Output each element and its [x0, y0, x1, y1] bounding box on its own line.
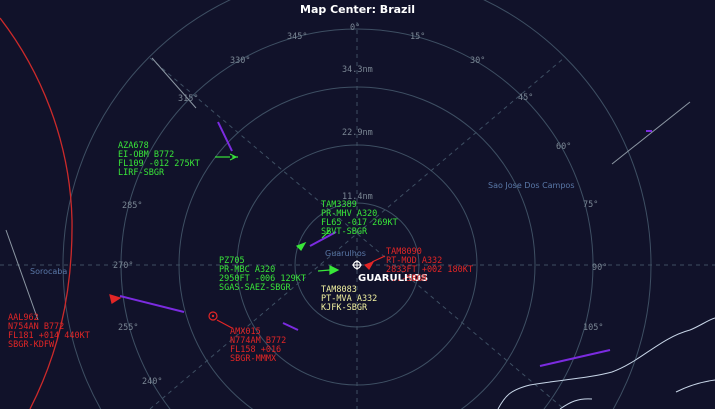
crosshair-diagonal-2 [149, 57, 565, 409]
city-label-sorocaba: Sorocaba [30, 267, 67, 276]
coastline-islands [559, 379, 715, 409]
bearing-label-75: 75° [583, 200, 598, 210]
crosshair-lines [0, 22, 715, 409]
tag-line: 2950FT -006 129KT [219, 274, 306, 284]
tag-line: SBGR-MMMX [230, 354, 277, 364]
tag-tam8083[interactable]: TAM8083 PT-MVA A332 KJFK-SBGR [321, 285, 382, 313]
tag-line: N774AM B772 [230, 336, 286, 346]
bearing-label-285: 285° [122, 201, 142, 211]
leader-line [321, 229, 331, 239]
aircraft-icon [363, 260, 375, 270]
tag-line: 2833FT +002 180KT [386, 265, 473, 275]
sector-markers [5, 57, 691, 321]
tag-line: PT-MOD A332 [386, 256, 442, 266]
tag-line: TAM3389 [321, 200, 357, 210]
aircraft-icon [109, 294, 122, 304]
crosshair-diagonal-1 [149, 57, 565, 409]
tag-line: EI-OBM B772 [118, 150, 174, 160]
tag-line: SGAS-SAEZ-SBGR [219, 283, 292, 293]
aircraft-icon [229, 153, 238, 161]
route-line-sw [119, 295, 185, 313]
tag-line: TAM8083 [321, 285, 357, 295]
aircraft-icon [295, 241, 307, 251]
bearing-label-15: 15° [410, 32, 425, 42]
state-boundary [0, 17, 73, 409]
tag-tam3389[interactable]: TAM3389 PR-MHV A320 FL65 -017 269KT SBVT… [321, 200, 403, 237]
leader-line [317, 269, 331, 272]
tag-line: AMX015 [230, 327, 261, 337]
tag-line: PZ705 [219, 256, 245, 266]
route-line-south [282, 322, 299, 331]
bearing-label-105: 105° [583, 323, 603, 333]
aircraft-tam3389[interactable] [295, 229, 331, 251]
aircraft-icon [329, 265, 340, 275]
tag-line: LIRF-SBGR [118, 168, 165, 178]
bearing-label-315: 315° [178, 94, 198, 104]
tag-line: FL109 -012 275KT [118, 159, 200, 169]
aircraft-tam8090[interactable] [363, 255, 386, 270]
tag-line: FL181 +014 440KT [8, 331, 90, 341]
range-label-2: 22.9nm [342, 128, 373, 138]
tag-line: PT-MVA A332 [321, 294, 377, 304]
tag-aal962[interactable]: AAL962 N754AN B772 FL181 +014 440KT SBGR… [8, 313, 95, 350]
aircraft-aza678[interactable] [215, 153, 238, 161]
sector-marker-w [5, 229, 39, 321]
leader-line [216, 319, 233, 329]
bearing-label-0: 0° [350, 23, 360, 33]
tag-pz705[interactable]: PZ705 PR-MBC A320 2950FT -006 129KT SGAS… [219, 256, 311, 293]
bearing-label-30: 30° [470, 56, 485, 66]
tag-line: KJFK-SBGR [321, 303, 368, 313]
bearing-label-330: 330° [230, 56, 250, 66]
tag-line: AAL962 [8, 313, 39, 323]
aircraft-icon [208, 311, 218, 321]
window-title: Map Center: Brazil [300, 3, 415, 16]
bearing-label-90: 90° [592, 263, 607, 273]
sector-marker-ne [611, 101, 691, 165]
range-label-3: 34.3nm [342, 65, 373, 75]
city-label-guarulhos: Guarulhos [325, 249, 366, 258]
bearing-label-45: 45° [518, 93, 533, 103]
tag-line: TAM8090 [386, 247, 422, 257]
tag-line: AZA678 [118, 141, 149, 151]
bearing-label-240: 240° [142, 377, 162, 387]
tag-line: N754AN B772 [8, 322, 64, 332]
tag-aza678[interactable]: AZA678 EI-OBM B772 FL109 -012 275KT LIRF… [118, 141, 205, 178]
city-label-sao-jose-dos-campos: Sao Jose Dos Campos [488, 181, 575, 190]
bearing-label-60: 60° [556, 142, 571, 152]
coastline [497, 317, 715, 409]
route-line-se [539, 349, 611, 367]
aircraft-pz705[interactable] [317, 265, 340, 275]
aircraft-aal962[interactable] [109, 294, 122, 304]
bearing-label-345: 345° [287, 32, 307, 42]
tag-line: ...-SBGR [386, 274, 428, 284]
tag-amx015[interactable]: AMX015 N774AM B772 FL158 +016 SBGR-MMMX [230, 327, 291, 364]
aircraft-amx015[interactable] [208, 311, 233, 329]
range-label-1: 11.4nm [342, 192, 373, 202]
tag-line: PR-MHV A320 [321, 209, 377, 219]
route-line-nw [217, 121, 233, 152]
bearing-label-255: 255° [118, 323, 138, 333]
airport-marker[interactable]: GUARULHOS [352, 260, 428, 284]
tag-line: SBVT-SBGR [321, 227, 368, 237]
tag-tam8090[interactable]: TAM8090 PT-MOD A332 2833FT +002 180KT ..… [386, 247, 478, 284]
tag-line: FL65 -017 269KT [321, 218, 398, 228]
tag-line: PR-MBC A320 [219, 265, 275, 275]
sector-marker-nw [151, 57, 197, 109]
route-line-north [309, 231, 337, 247]
airport-label: GUARULHOS [358, 273, 428, 284]
tag-line: FL158 +016 [230, 345, 281, 355]
tag-line: SBGR-KDFW [8, 340, 55, 350]
bearing-label-270: 270° [113, 261, 133, 271]
